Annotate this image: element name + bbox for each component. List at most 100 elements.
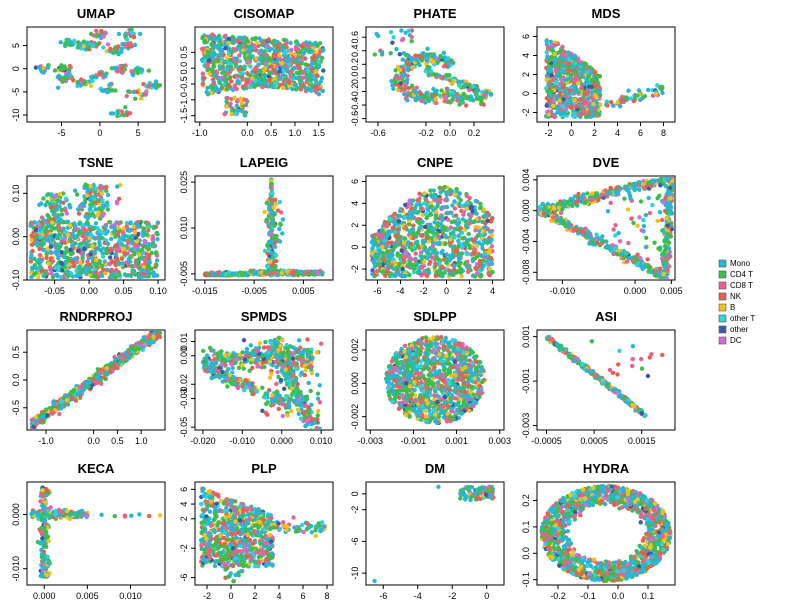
data-point	[254, 40, 259, 45]
data-point	[489, 261, 495, 266]
data-point	[589, 107, 594, 113]
data-point	[70, 243, 76, 248]
data-point	[452, 199, 457, 204]
data-point	[569, 55, 575, 60]
data-point	[266, 37, 271, 42]
data-point	[240, 77, 245, 82]
data-point	[202, 75, 207, 81]
y-tick-label: 0.2	[350, 58, 360, 71]
data-point	[64, 211, 70, 216]
data-point	[549, 73, 554, 78]
data-point	[97, 206, 102, 211]
data-point	[36, 242, 42, 248]
data-point	[434, 269, 440, 275]
data-point	[291, 269, 296, 274]
data-point	[581, 102, 586, 107]
data-point	[406, 67, 411, 73]
data-point	[586, 90, 591, 96]
data-point	[560, 85, 566, 90]
data-point	[573, 69, 579, 74]
data-point	[446, 56, 451, 61]
data-point	[266, 247, 272, 252]
data-point	[271, 267, 276, 273]
data-point	[210, 51, 215, 56]
data-point	[552, 51, 557, 57]
data-point	[595, 74, 600, 79]
data-point	[266, 221, 271, 227]
data-point	[50, 275, 56, 279]
data-point	[279, 61, 285, 66]
data-point	[131, 72, 136, 78]
data-point	[544, 77, 549, 82]
data-point	[268, 57, 273, 62]
data-point	[451, 230, 456, 235]
data-point	[566, 68, 571, 73]
data-point	[72, 188, 78, 193]
data-point	[243, 56, 248, 61]
data-point	[295, 41, 300, 46]
data-point	[638, 97, 643, 102]
data-point	[202, 272, 208, 277]
data-point	[296, 71, 302, 76]
data-point	[558, 90, 563, 96]
data-point	[45, 246, 50, 252]
data-point	[551, 103, 556, 109]
data-point	[594, 88, 599, 93]
data-point	[59, 63, 64, 68]
data-point	[417, 62, 422, 68]
data-point	[474, 93, 479, 99]
data-point	[37, 202, 42, 207]
data-point	[132, 42, 138, 48]
data-point	[303, 86, 309, 91]
data-point	[236, 108, 241, 113]
data-point	[489, 244, 495, 249]
data-point	[561, 63, 566, 69]
data-point	[56, 255, 61, 261]
data-point	[397, 67, 403, 73]
data-point	[564, 77, 569, 82]
data-point	[275, 59, 280, 64]
data-point	[391, 86, 396, 92]
data-point	[97, 240, 102, 245]
data-point	[96, 210, 101, 216]
data-point	[37, 257, 42, 262]
data-point	[216, 58, 221, 64]
data-point	[63, 196, 69, 201]
data-point	[399, 37, 405, 43]
data-point	[394, 46, 399, 52]
data-point	[270, 216, 275, 222]
data-point	[409, 83, 415, 89]
data-point	[212, 271, 218, 277]
data-point	[67, 202, 72, 208]
data-point	[615, 100, 620, 105]
data-point	[94, 264, 99, 269]
data-point	[292, 52, 298, 57]
data-point	[151, 273, 157, 279]
data-point	[129, 247, 134, 252]
data-point	[568, 105, 574, 110]
data-point	[234, 59, 239, 65]
x-tick-label: 0.10	[149, 286, 167, 296]
data-point	[32, 256, 37, 261]
data-point	[309, 49, 314, 54]
data-point	[114, 256, 120, 262]
data-point	[143, 244, 149, 250]
data-point	[146, 68, 151, 73]
data-point	[217, 80, 222, 86]
data-point	[313, 69, 319, 74]
x-tick-label: -5	[57, 128, 65, 138]
data-point	[283, 66, 289, 72]
data-point	[97, 258, 102, 264]
data-point	[425, 46, 430, 51]
data-point	[154, 273, 160, 278]
data-point	[568, 76, 573, 81]
data-point	[105, 192, 111, 198]
data-point	[37, 263, 43, 269]
data-point	[104, 48, 110, 54]
data-point	[61, 200, 66, 205]
data-point	[468, 94, 474, 99]
data-point	[259, 48, 264, 53]
data-point	[443, 198, 449, 203]
data-point	[59, 235, 64, 241]
data-point	[114, 243, 119, 248]
